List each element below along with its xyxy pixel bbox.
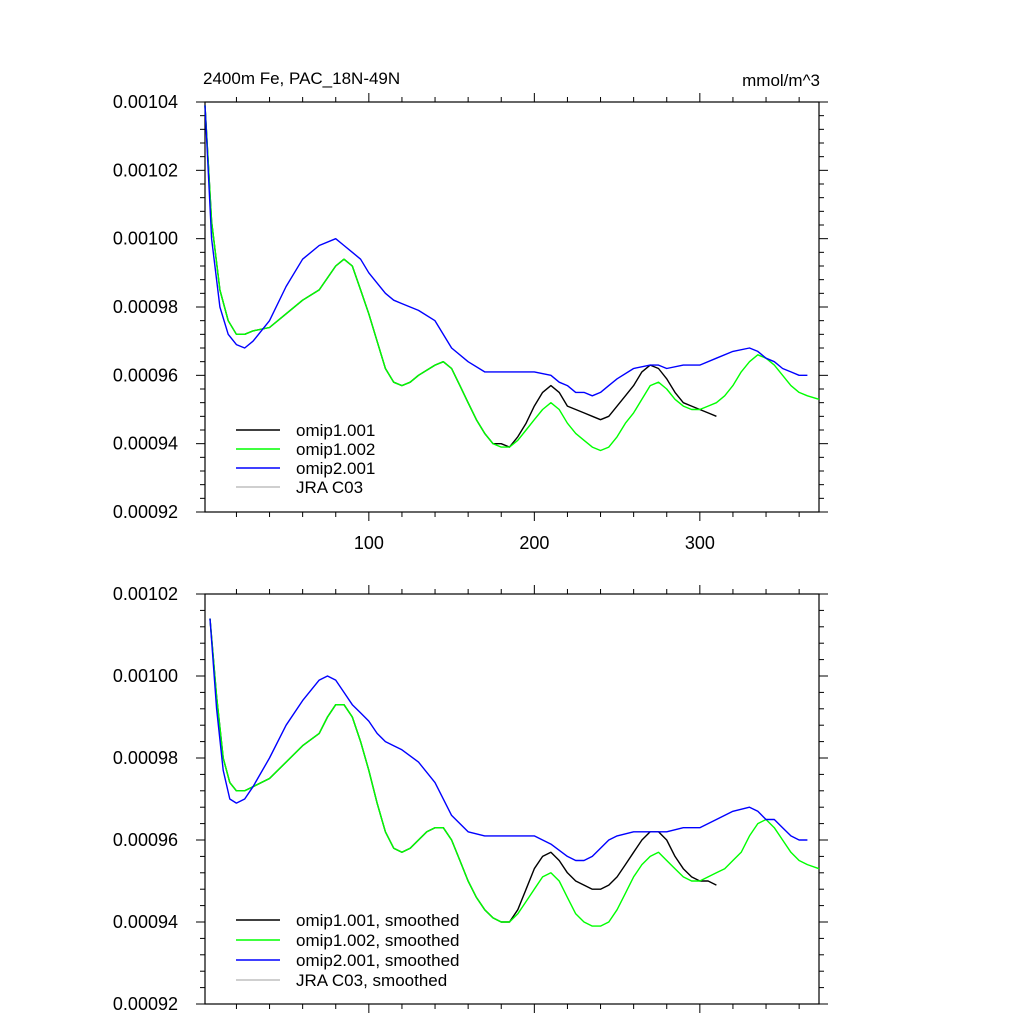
bottom-y-tick-label: 0.00092 — [113, 994, 178, 1014]
top-legend-label: omip2.001 — [296, 459, 375, 478]
bottom-y-tick-label: 0.00094 — [113, 912, 178, 932]
top-series-line-omip1-002 — [204, 105, 820, 452]
bottom-legend-label: omip1.001, smoothed — [296, 911, 460, 930]
top-x-tick-label: 100 — [354, 533, 384, 553]
top-y-tick-label: 0.00102 — [113, 160, 178, 180]
bottom-series-line-omip1-001-smoothed — [209, 618, 717, 923]
top-y-tick-label: 0.00100 — [113, 229, 178, 249]
top-chart-title: 2400m Fe, PAC_18N-49N — [203, 69, 400, 88]
bottom-chart: 0.00092 0.00094 0.00096 0.00098 0.00100 0.001… — [113, 584, 828, 1014]
bottom-y-tick-label: 0.00096 — [113, 830, 178, 850]
top-legend-label: omip1.001 — [296, 421, 375, 440]
top-chart: 2400m Fe, PAC_18N-49N mmol/m^3 0.000920.… — [113, 69, 828, 553]
top-y-tick-label: 0.00104 — [113, 92, 178, 112]
top-series-line-omip2-001 — [204, 105, 808, 397]
bottom-legend-label: JRA C03, smoothed — [296, 971, 447, 990]
top-y-tick-labels: 0.00092 0.00094 0.00096 0.00098 0.00100 0.001… — [113, 92, 178, 522]
bottom-series-line-omip1-002-smoothed — [209, 618, 820, 927]
top-x-tick-label: 300 — [685, 533, 715, 553]
bottom-series-lines — [209, 618, 820, 927]
bottom-plot-frame — [204, 593, 820, 1005]
top-legend-label: omip1.002 — [296, 440, 375, 459]
bottom-y-tick-labels: 0.00092 0.00094 0.00096 0.00098 0.00100 0.001… — [113, 584, 178, 1014]
top-chart-units: mmol/m^3 — [742, 71, 820, 90]
top-y-tick-label: 0.00092 — [113, 502, 178, 522]
top-x-tick-label: 200 — [519, 533, 549, 553]
top-x-tick-labels: 100 200 300 — [354, 533, 715, 553]
top-series-lines — [204, 105, 820, 452]
top-y-tick-label: 0.00098 — [113, 297, 178, 317]
bottom-y-tick-label: 0.00098 — [113, 748, 178, 768]
top-series-line-omip1-001 — [204, 105, 717, 448]
bottom-y-tick-label: 0.00100 — [113, 666, 178, 686]
top-y-tick-label: 0.00094 — [113, 434, 178, 454]
bottom-legend-label: omip1.002, smoothed — [296, 931, 460, 950]
top-legend-label: JRA C03 — [296, 478, 363, 497]
top-y-tick-label: 0.00096 — [113, 365, 178, 385]
bottom-legend-label: omip2.001, smoothed — [296, 951, 460, 970]
bottom-ticks — [196, 585, 828, 1013]
bottom-series-line-omip2-001-smoothed — [209, 618, 808, 862]
bottom-y-tick-label: 0.00102 — [113, 584, 178, 604]
top-ticks — [196, 93, 828, 521]
